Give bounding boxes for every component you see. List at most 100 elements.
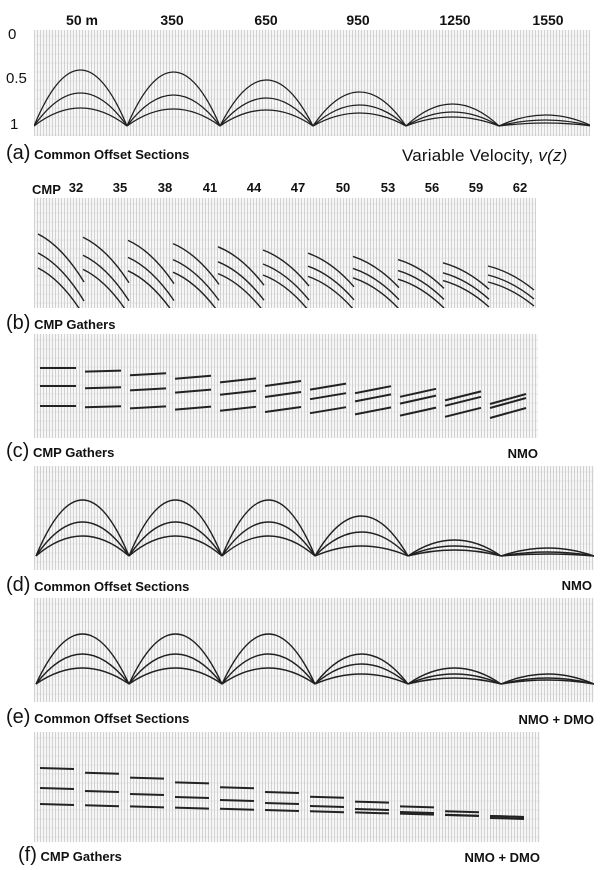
gather-event bbox=[262, 263, 310, 301]
panel-d-name: Common Offset Sections bbox=[34, 579, 190, 594]
offset-tick: 50 m bbox=[66, 12, 98, 28]
reflection-event bbox=[221, 653, 316, 685]
gather-event bbox=[442, 279, 490, 308]
gather-event bbox=[489, 393, 527, 405]
reflection-event bbox=[314, 673, 409, 685]
panel-e-letter: (e) bbox=[6, 706, 31, 728]
panel-f-letter: (f) bbox=[18, 844, 37, 866]
reflection-event bbox=[407, 539, 502, 557]
panel-d-letter: (d) bbox=[6, 574, 31, 596]
panel-b-seismic bbox=[34, 198, 536, 308]
gather-event bbox=[174, 405, 212, 411]
gather-event bbox=[217, 261, 265, 301]
gather-event bbox=[352, 267, 400, 301]
reflection-event bbox=[405, 111, 500, 127]
gather-event bbox=[129, 793, 165, 796]
velocity-symbol: v(z) bbox=[538, 146, 568, 165]
panel-e-name: Common Offset Sections bbox=[34, 711, 190, 726]
cmp-prefix: CMP bbox=[32, 182, 61, 197]
reflection-event bbox=[219, 109, 314, 127]
reflection-event bbox=[312, 104, 407, 127]
gather-event bbox=[219, 389, 257, 396]
gather-event bbox=[399, 406, 437, 417]
gather-event bbox=[84, 405, 122, 409]
dmo-events bbox=[39, 767, 525, 820]
time-tick: 1 bbox=[10, 116, 19, 133]
panel-background bbox=[34, 30, 590, 136]
gather-event bbox=[397, 278, 445, 308]
trace-grid bbox=[34, 30, 590, 136]
panel-c-caption: (c) CMP Gathers bbox=[6, 440, 114, 463]
reflection-event bbox=[34, 92, 128, 127]
gather-event bbox=[444, 395, 482, 407]
panel-f-caption: (f) CMP Gathers bbox=[18, 844, 122, 867]
reflection-event bbox=[219, 79, 314, 127]
nmo-events bbox=[40, 367, 527, 419]
reflection-event bbox=[500, 677, 594, 685]
panel-f-name: CMP Gathers bbox=[40, 849, 122, 864]
reflection-event bbox=[219, 97, 314, 127]
panel-d-process: NMO bbox=[561, 578, 592, 593]
panel-e-process: NMO + DMO bbox=[518, 712, 594, 727]
gather-event bbox=[444, 813, 480, 817]
offset-tick: 350 bbox=[160, 12, 184, 28]
gather-event bbox=[489, 407, 527, 419]
gather-event bbox=[442, 262, 490, 290]
gather-event bbox=[127, 239, 175, 284]
reflection-event bbox=[312, 112, 407, 127]
gather-event bbox=[399, 805, 435, 809]
gather-event bbox=[444, 406, 482, 418]
gather-event bbox=[309, 805, 345, 808]
gather-event bbox=[354, 811, 390, 815]
reflection-event bbox=[35, 633, 130, 685]
gather-event bbox=[39, 803, 75, 806]
cmp-tick: 59 bbox=[468, 180, 484, 195]
gather-event bbox=[129, 776, 165, 780]
panel-a-caption: (a) Common Offset Sections bbox=[6, 142, 189, 165]
reflection-event bbox=[407, 549, 502, 557]
panel-background bbox=[34, 598, 594, 702]
cmp-tick: 32 bbox=[68, 180, 84, 195]
gather-event bbox=[399, 812, 435, 816]
cmp-tick: 62 bbox=[512, 180, 528, 195]
trace-grid bbox=[34, 598, 594, 702]
gather-event bbox=[352, 277, 399, 308]
panel-c-process: NMO bbox=[507, 446, 538, 461]
gather-event bbox=[489, 817, 525, 820]
offset-arcs bbox=[34, 69, 590, 127]
gather-event bbox=[172, 258, 220, 301]
gather-event bbox=[444, 390, 482, 402]
gather-event bbox=[82, 254, 130, 302]
panel-a-name: Common Offset Sections bbox=[34, 147, 190, 162]
gather-event bbox=[487, 274, 535, 300]
panel-b-caption: (b) CMP Gathers bbox=[6, 312, 115, 335]
gather-event bbox=[129, 372, 167, 377]
reflection-event bbox=[221, 667, 316, 685]
reflection-event bbox=[407, 673, 502, 685]
cmp-tick: 53 bbox=[380, 180, 396, 195]
gather-event bbox=[309, 392, 347, 401]
gather-event bbox=[129, 387, 167, 392]
reflection-event bbox=[498, 114, 590, 127]
panel-e-caption: (e) Common Offset Sections bbox=[6, 706, 189, 729]
reflection-event bbox=[35, 521, 130, 557]
offset-tick: 650 bbox=[254, 12, 278, 28]
reflection-event bbox=[500, 553, 594, 557]
reflection-event bbox=[500, 679, 594, 685]
reflection-event bbox=[405, 103, 500, 127]
gather-event bbox=[39, 787, 75, 790]
reflection-event bbox=[126, 94, 221, 127]
gather-event bbox=[399, 387, 437, 398]
cmp-tick: 47 bbox=[290, 180, 306, 195]
gather-event bbox=[84, 386, 122, 390]
cmp-tick: 44 bbox=[246, 180, 262, 195]
reflection-event bbox=[500, 673, 594, 685]
panel-background bbox=[34, 732, 540, 842]
gather-event bbox=[354, 406, 392, 416]
gather-event bbox=[397, 258, 445, 289]
gather-event bbox=[354, 393, 392, 403]
trace-grid bbox=[34, 198, 536, 308]
reflection-event bbox=[34, 69, 128, 127]
reflection-event bbox=[407, 545, 502, 557]
reflection-event bbox=[128, 535, 223, 557]
